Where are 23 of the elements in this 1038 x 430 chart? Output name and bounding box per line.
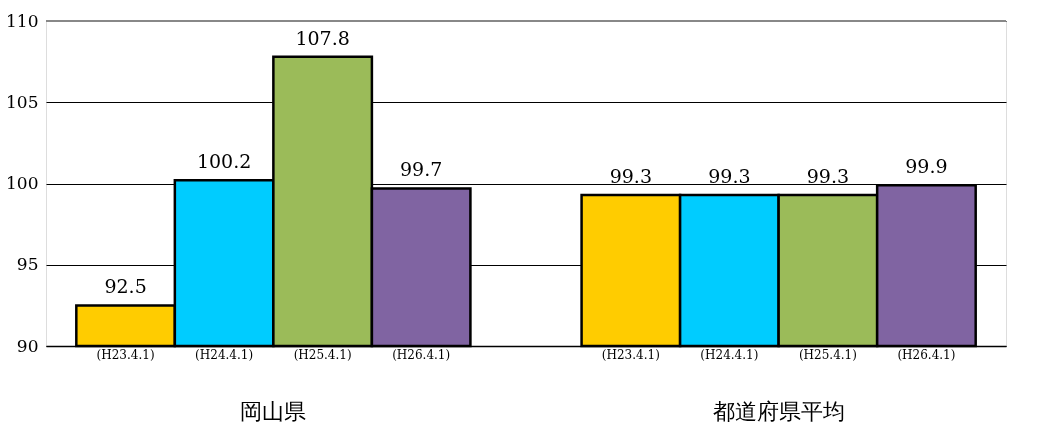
data-label: 92.5 (104, 275, 147, 298)
text: (H23.4.1) (601, 348, 660, 362)
y-tick-label: 105 (6, 91, 39, 112)
x-tick-label: 岡山県 (240, 398, 307, 424)
data-label: 99.3 (609, 164, 652, 187)
x-tick-label: 都道府県平均 (712, 398, 845, 424)
series-label: (H23.4.1) (96, 348, 155, 362)
y-tick-label: 90 (16, 335, 39, 356)
series-label: (H24.4.1) (195, 348, 254, 362)
text: (H26.4.1) (897, 348, 956, 362)
series-label: (H26.4.1) (392, 348, 451, 362)
text: (H25.4.1) (798, 348, 857, 362)
y-tick-label: 95 (16, 254, 39, 275)
y-tick-label: 100 (6, 173, 39, 193)
data-label: 107.8 (295, 26, 350, 49)
text: (H24.4.1) (700, 348, 759, 362)
data-label: 99.3 (806, 164, 850, 187)
data-label: 100.2 (196, 150, 252, 173)
data-label: 99.3 (708, 164, 751, 187)
data-label: 99.7 (400, 158, 443, 181)
data-label: 99.9 (905, 155, 948, 178)
series-label: (H25.4.1) (293, 348, 352, 362)
y-tick-label: 110 (6, 10, 39, 31)
